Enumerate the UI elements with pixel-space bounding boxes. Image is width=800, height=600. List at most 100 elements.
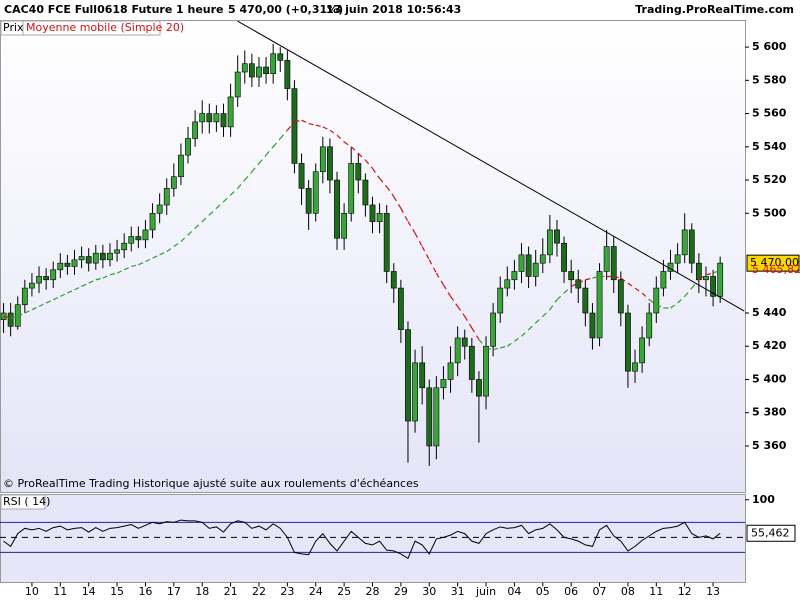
candle-body [99, 252, 106, 261]
moving-average [88, 279, 97, 284]
moving-average [95, 277, 104, 281]
moving-average [506, 340, 515, 347]
moving-average [279, 129, 288, 139]
period: 1 heure [176, 3, 224, 16]
candle-body [21, 287, 28, 305]
y-tick-label: 5 540 [752, 140, 787, 153]
candle-body [213, 113, 220, 123]
legend-ma: Moyenne mobile (Simple 20) [26, 21, 184, 34]
moving-average [123, 265, 132, 271]
header-bar [0, 0, 800, 20]
x-tick-label: 17 [167, 585, 181, 598]
rsi-line [3, 519, 721, 560]
candle-body [341, 212, 348, 239]
candle-body [71, 259, 78, 267]
candle-body [461, 337, 468, 347]
moving-average [656, 304, 664, 309]
candle-body [149, 212, 156, 231]
moving-average [230, 187, 239, 196]
candle-body [376, 212, 383, 222]
legend-rsi: RSI ( 14) [3, 495, 50, 508]
moving-average [386, 186, 395, 198]
legend-price: Prix [3, 21, 24, 34]
rsi-panel [0, 494, 746, 583]
moving-average [592, 275, 600, 279]
candle-body [688, 229, 695, 264]
candle-body [263, 66, 269, 74]
x-tick-label: 22 [252, 585, 266, 598]
moving-average [698, 274, 707, 281]
candle-body [163, 188, 170, 206]
candle-body [121, 242, 128, 251]
moving-average [464, 316, 473, 329]
candle-body [412, 362, 418, 422]
candle-body [135, 236, 142, 241]
candle-body [57, 262, 64, 271]
moving-average [138, 260, 146, 266]
moving-average [613, 275, 621, 279]
y-tick-label: 5 380 [752, 406, 787, 419]
candle-body [220, 113, 227, 128]
moving-average [38, 302, 47, 307]
candle-body [36, 276, 42, 284]
candle-body [50, 269, 57, 281]
moving-average [485, 347, 494, 351]
x-tick-label: 12 [678, 585, 692, 598]
candle-body [695, 262, 702, 281]
candle-body [312, 171, 319, 214]
candle-body [511, 271, 518, 281]
candle-body [305, 188, 312, 214]
moving-average [194, 221, 203, 229]
candle-body [248, 63, 255, 78]
candle-body [546, 229, 553, 256]
x-tick-label: 08 [621, 585, 635, 598]
y-tick-label: 5 600 [752, 40, 787, 53]
moving-average [17, 312, 26, 317]
moving-average [116, 269, 125, 274]
candle-body [447, 362, 454, 380]
candle-body [532, 262, 539, 277]
x-tick-label: 14 [82, 585, 96, 598]
moving-average [251, 163, 260, 173]
moving-average [570, 282, 579, 287]
candle-body [234, 71, 241, 98]
moving-average [556, 292, 565, 301]
candle-body [703, 276, 709, 281]
moving-average [500, 345, 508, 349]
y-tick-label: 100 [752, 493, 775, 506]
moving-average [308, 122, 316, 126]
ma-tag-label: 5 465,82 [752, 263, 800, 276]
candle-body [625, 312, 631, 372]
candle-body [178, 154, 184, 178]
candle-body [646, 312, 653, 339]
x-tick-label: 18 [195, 585, 209, 598]
moving-average [336, 134, 345, 143]
moving-average [578, 279, 586, 284]
x-tick-label: 30 [422, 585, 436, 598]
x-tick-label: 21 [224, 585, 238, 598]
candle-body [710, 276, 716, 297]
candle-body [660, 271, 667, 289]
moving-average [350, 146, 359, 154]
moving-average [24, 309, 33, 314]
candle-body [29, 282, 35, 289]
moving-average [563, 285, 572, 294]
candle-body [348, 163, 355, 214]
candle-body [490, 312, 497, 347]
candle-body [78, 256, 85, 261]
candle-body [539, 254, 546, 264]
moving-average [52, 295, 61, 301]
y-tick-label: 5 400 [752, 372, 787, 385]
candle-body [107, 252, 113, 261]
candle-body [334, 179, 340, 239]
moving-average [286, 121, 295, 131]
candle-body [227, 96, 234, 128]
moving-average [379, 177, 388, 188]
candle-body [717, 262, 724, 297]
moving-average [131, 264, 139, 268]
moving-average [357, 153, 366, 161]
candle-body [142, 229, 149, 241]
moving-average [421, 246, 430, 261]
moving-average [237, 179, 246, 189]
